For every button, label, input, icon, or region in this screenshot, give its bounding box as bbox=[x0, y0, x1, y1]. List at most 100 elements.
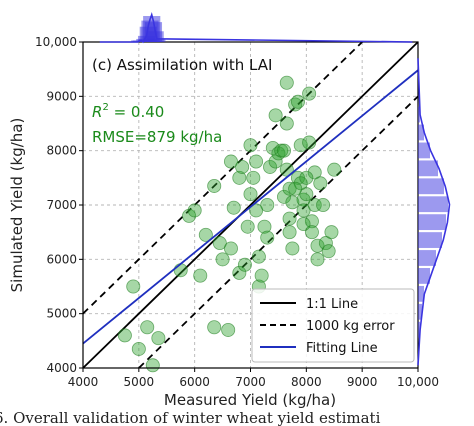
y-tick-label: 7000 bbox=[46, 198, 77, 212]
y-marginal-bar bbox=[418, 124, 424, 141]
reference-lines bbox=[82, 41, 419, 369]
data-point bbox=[223, 154, 238, 169]
data-point bbox=[265, 140, 280, 155]
data-point bbox=[260, 197, 275, 212]
data-point bbox=[282, 211, 297, 226]
panel-title: (c) Assimilation with LAI bbox=[92, 56, 272, 74]
data-point bbox=[117, 328, 132, 343]
data-point bbox=[243, 138, 258, 153]
data-point bbox=[226, 200, 241, 215]
y-marginal-bar bbox=[418, 321, 420, 338]
data-point bbox=[254, 268, 269, 283]
data-point bbox=[243, 187, 258, 202]
r2-superscript: 2 bbox=[102, 102, 108, 113]
x-tick-label: 5000 bbox=[124, 375, 155, 389]
data-point bbox=[299, 170, 314, 185]
x-tick-label: 10,000 bbox=[397, 375, 439, 389]
data-point bbox=[232, 170, 247, 185]
y-marginal-bar bbox=[418, 196, 448, 213]
y-tick-label: 6000 bbox=[46, 252, 77, 266]
data-point bbox=[131, 341, 146, 356]
data-point bbox=[296, 217, 311, 232]
y-tick-label: 8000 bbox=[46, 144, 77, 158]
data-point bbox=[251, 249, 266, 264]
y-tick-label: 5000 bbox=[46, 307, 77, 321]
fitting-line-group bbox=[82, 69, 419, 345]
y-tick-label: 9000 bbox=[46, 89, 77, 103]
legend: 1:1 Line 1000 kg error Fitting Line bbox=[251, 288, 415, 363]
data-point bbox=[276, 143, 291, 158]
y-marginal-bar bbox=[418, 250, 436, 266]
data-point bbox=[268, 154, 283, 169]
data-point bbox=[307, 197, 322, 212]
figure-caption-fragment: 6. Overall validation of winter wheat yi… bbox=[0, 409, 381, 426]
data-point bbox=[310, 252, 325, 267]
data-point bbox=[302, 86, 317, 101]
y-marginal-bar bbox=[418, 285, 424, 302]
data-point bbox=[237, 257, 252, 272]
y-axis-label: Simulated Yield (kg/ha) bbox=[8, 118, 26, 293]
data-point bbox=[276, 189, 291, 204]
data-point bbox=[288, 97, 303, 112]
data-point bbox=[282, 225, 297, 240]
data-point bbox=[182, 208, 197, 223]
data-point bbox=[249, 203, 264, 218]
y-marginal-kde bbox=[417, 58, 451, 366]
data-point bbox=[279, 116, 294, 131]
data-point bbox=[151, 331, 166, 346]
data-point bbox=[282, 181, 297, 196]
data-point bbox=[302, 135, 317, 150]
data-point bbox=[288, 181, 303, 196]
x-tick-label: 7000 bbox=[235, 375, 266, 389]
x-tick-label: 8000 bbox=[291, 375, 322, 389]
data-point bbox=[321, 244, 336, 259]
data-point bbox=[318, 236, 333, 251]
data-point bbox=[126, 279, 141, 294]
data-point bbox=[193, 268, 208, 283]
data-point bbox=[327, 162, 342, 177]
data-point bbox=[232, 265, 247, 280]
fitting-line bbox=[82, 69, 419, 345]
data-point bbox=[293, 138, 308, 153]
data-point bbox=[310, 238, 325, 253]
data-point bbox=[316, 197, 331, 212]
legend-label-one-to-one: 1:1 Line bbox=[306, 297, 358, 312]
data-point bbox=[299, 187, 314, 202]
data-point bbox=[240, 219, 255, 234]
y-marginal-bar bbox=[418, 303, 422, 320]
data-point bbox=[263, 159, 278, 174]
data-point bbox=[304, 225, 319, 240]
y-marginal-bar bbox=[418, 142, 430, 159]
data-point bbox=[246, 170, 261, 185]
lower-error-line bbox=[138, 95, 419, 369]
data-point bbox=[249, 154, 264, 169]
x-axis-label: Measured Yield (kg/ha) bbox=[164, 391, 336, 409]
legend-box bbox=[251, 288, 415, 363]
legend-label-error: 1000 kg error bbox=[306, 319, 395, 334]
rmse-annotation: RMSE=879 kg/ha bbox=[92, 128, 222, 146]
x-tick-label: 4000 bbox=[68, 375, 99, 389]
data-point bbox=[223, 241, 238, 256]
y-marginal-bar bbox=[418, 232, 442, 248]
data-point bbox=[212, 236, 227, 251]
r2-value: = 0.40 bbox=[109, 103, 165, 121]
y-marginal-bar bbox=[418, 106, 420, 123]
y-tick-label: 4000 bbox=[46, 361, 77, 375]
x-tick-label: 9000 bbox=[347, 375, 378, 389]
data-point bbox=[235, 159, 250, 174]
data-point bbox=[260, 230, 275, 245]
r2-symbol: R bbox=[92, 103, 102, 121]
x-marginal-bar bbox=[146, 31, 164, 42]
data-point bbox=[290, 94, 305, 109]
data-point bbox=[324, 225, 339, 240]
y-marginal-bar bbox=[418, 214, 446, 231]
y-marginal-bar bbox=[418, 178, 444, 195]
y-marginal-distribution bbox=[417, 58, 451, 366]
x-marginal-distribution bbox=[99, 12, 413, 44]
data-point bbox=[198, 227, 213, 242]
data-point bbox=[145, 358, 160, 373]
y-marginal-bar bbox=[418, 268, 430, 284]
r2-annotation: R2 = 0.40 bbox=[92, 102, 164, 121]
